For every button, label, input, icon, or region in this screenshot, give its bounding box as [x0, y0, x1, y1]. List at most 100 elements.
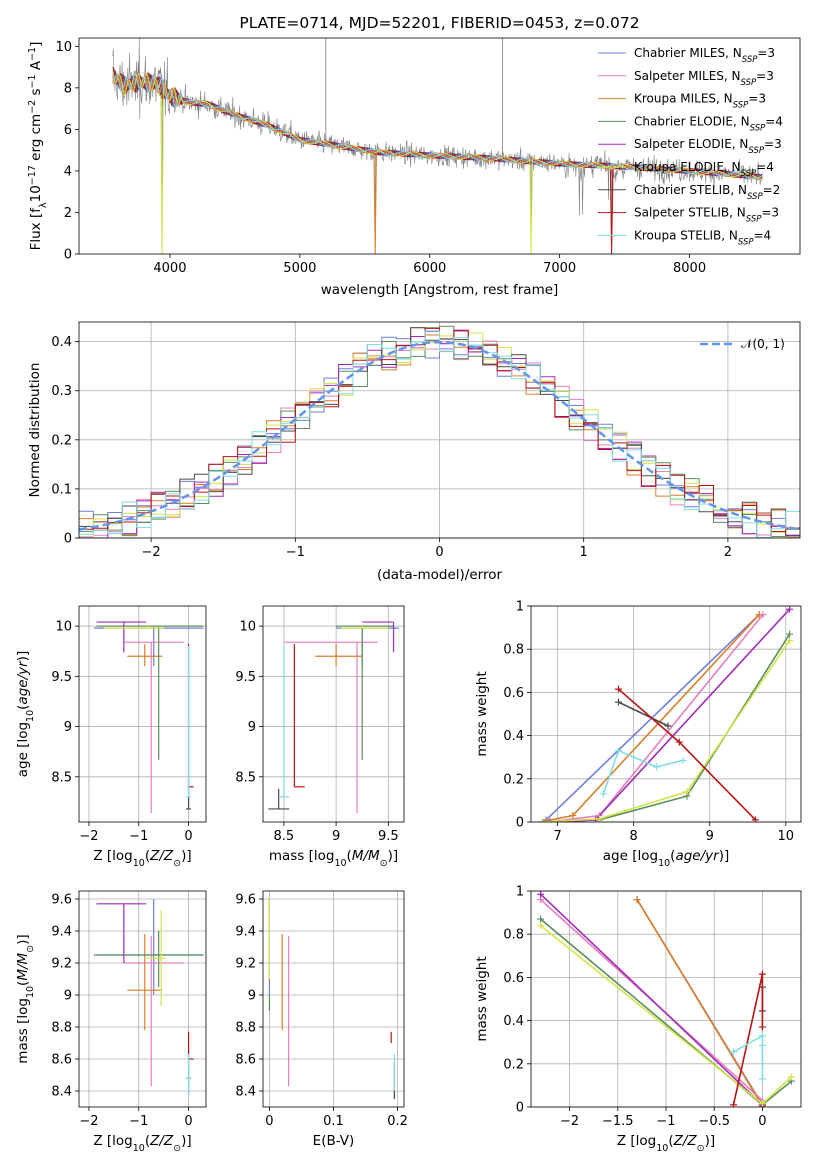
label-part: age/yr	[15, 660, 31, 705]
label-part: ]	[28, 42, 44, 47]
label-part: (	[347, 848, 352, 864]
x-tick-label: −1	[129, 829, 148, 844]
y-axis-label: mass weight	[474, 671, 490, 756]
legend-entry: Chabrier MILES, NSSP=3	[634, 46, 775, 65]
weight-line-7	[732, 974, 764, 1105]
axes-frame	[78, 890, 207, 1108]
histogram-series-7	[79, 327, 800, 532]
x-tick-label: −2	[79, 1114, 98, 1129]
legend-tail: =3	[761, 206, 779, 220]
axes-frame	[262, 605, 405, 823]
x-tick-label: 0	[265, 1114, 273, 1129]
y-axis-label: mass [log10(M/M⊙)]	[15, 934, 36, 1063]
x-tick-label: −2	[142, 545, 161, 560]
histogram-series-1	[79, 340, 800, 538]
x-tick-label: 10	[778, 829, 795, 844]
y-tick-label: 9	[64, 989, 72, 1004]
plot-area	[268, 899, 395, 1099]
weight-line-5	[542, 640, 791, 822]
y-tick-label: 0.2	[503, 772, 524, 787]
label-part: s	[28, 88, 44, 99]
label-part: mass [log	[15, 998, 31, 1064]
y-tick-label: 10	[55, 40, 72, 55]
panel-6: −2 −1 08.48.68.899.29.49.6Z [log10(Z/Z⊙)]m…	[15, 890, 207, 1154]
legend-tail: =3	[748, 92, 766, 106]
x-tick-label: 0.2	[387, 1114, 408, 1129]
plus-marker	[569, 812, 577, 820]
y-tick-label: 0.3	[51, 384, 72, 399]
label-part: )]	[705, 1133, 716, 1149]
legend-sub: SSP	[747, 192, 763, 202]
label-part: )]	[15, 934, 31, 945]
plot-area	[112, 38, 763, 254]
plot-area	[268, 621, 399, 813]
label-part: Z/Z	[673, 1133, 698, 1149]
label-part: Z [log	[93, 1133, 132, 1149]
label-part: λ	[38, 202, 49, 208]
label-part: (	[145, 1133, 150, 1149]
plot-area	[537, 891, 795, 1107]
plus-marker	[787, 1073, 795, 1081]
legend-tail: =2	[763, 183, 781, 197]
x-tick-label: 8000	[673, 261, 706, 276]
plot-area	[79, 325, 800, 538]
axes-frame	[78, 37, 801, 255]
plus-marker	[675, 738, 683, 746]
histogram-series-6	[79, 327, 800, 538]
label-part: A	[28, 60, 44, 74]
plus-marker	[758, 1032, 766, 1040]
plus-marker	[730, 1101, 737, 1107]
y-axis-label: Normed distribution	[27, 363, 43, 498]
label-part: ⊙	[25, 945, 36, 953]
label-part: Flux [f	[28, 207, 44, 251]
x-tick-label: 0	[184, 1114, 192, 1129]
plus-marker	[538, 818, 546, 822]
plus-marker	[546, 818, 554, 822]
label-part: Z [log	[93, 848, 132, 864]
x-axis-label: E(B-V)	[313, 1133, 355, 1149]
x-tick-label: −2	[560, 1114, 579, 1129]
legend-entry: Salpeter STELIB, NSSP=3	[634, 206, 779, 225]
plus-marker	[683, 788, 691, 796]
label-part: −1	[27, 74, 38, 88]
x-tick-label: 7	[553, 829, 561, 844]
y-tick-label: 0.4	[503, 1014, 524, 1029]
histogram-series-2	[79, 327, 800, 538]
plus-marker	[652, 763, 660, 771]
x-tick-label: 0	[184, 829, 192, 844]
normal-curve	[79, 340, 798, 531]
y-tick-label: 0.8	[503, 643, 524, 658]
y-tick-label: 0	[516, 1101, 524, 1116]
label-part: )]	[181, 848, 192, 864]
legend-sub: SSP	[742, 55, 758, 65]
histogram-series-0	[79, 336, 800, 538]
y-tick-label: 0.1	[51, 482, 72, 497]
y-tick-label: 1	[516, 600, 524, 615]
plus-marker	[537, 891, 545, 898]
axes-frame	[530, 605, 802, 823]
plus-marker	[755, 611, 763, 619]
y-tick-label: 0.4	[503, 729, 524, 744]
legend-text: Kroupa STELIB, N	[634, 228, 738, 242]
label-part: )]	[388, 848, 399, 864]
y-tick-label: 0	[64, 532, 72, 547]
legend-text: Salpeter STELIB, N	[634, 206, 746, 220]
label-part: age [log	[15, 722, 31, 777]
legend-entry: Kroupa ELODIE, NSSP=4	[634, 160, 774, 179]
label-part: Z/Z	[149, 1133, 174, 1149]
label-part: M/M	[352, 848, 380, 864]
y-tick-label: 0	[516, 816, 524, 831]
x-tick-label: 0.1	[323, 1114, 344, 1129]
figure-title: PLATE=0714, MJD=52201, FIBERID=0453, z=0…	[239, 14, 639, 32]
plus-marker	[730, 1048, 737, 1056]
label-part: 10	[658, 858, 670, 869]
label-part: erg cm	[28, 114, 44, 165]
legend-tail: =4	[754, 228, 772, 242]
label-part: Z [log	[617, 1133, 656, 1149]
y-tick-label: 0.8	[503, 928, 524, 943]
x-axis-label: wavelength [Angstrom, rest frame]	[321, 282, 559, 298]
y-tick-label: 2	[64, 206, 72, 221]
legend-entry: Salpeter ELODIE, NSSP=3	[634, 137, 782, 156]
